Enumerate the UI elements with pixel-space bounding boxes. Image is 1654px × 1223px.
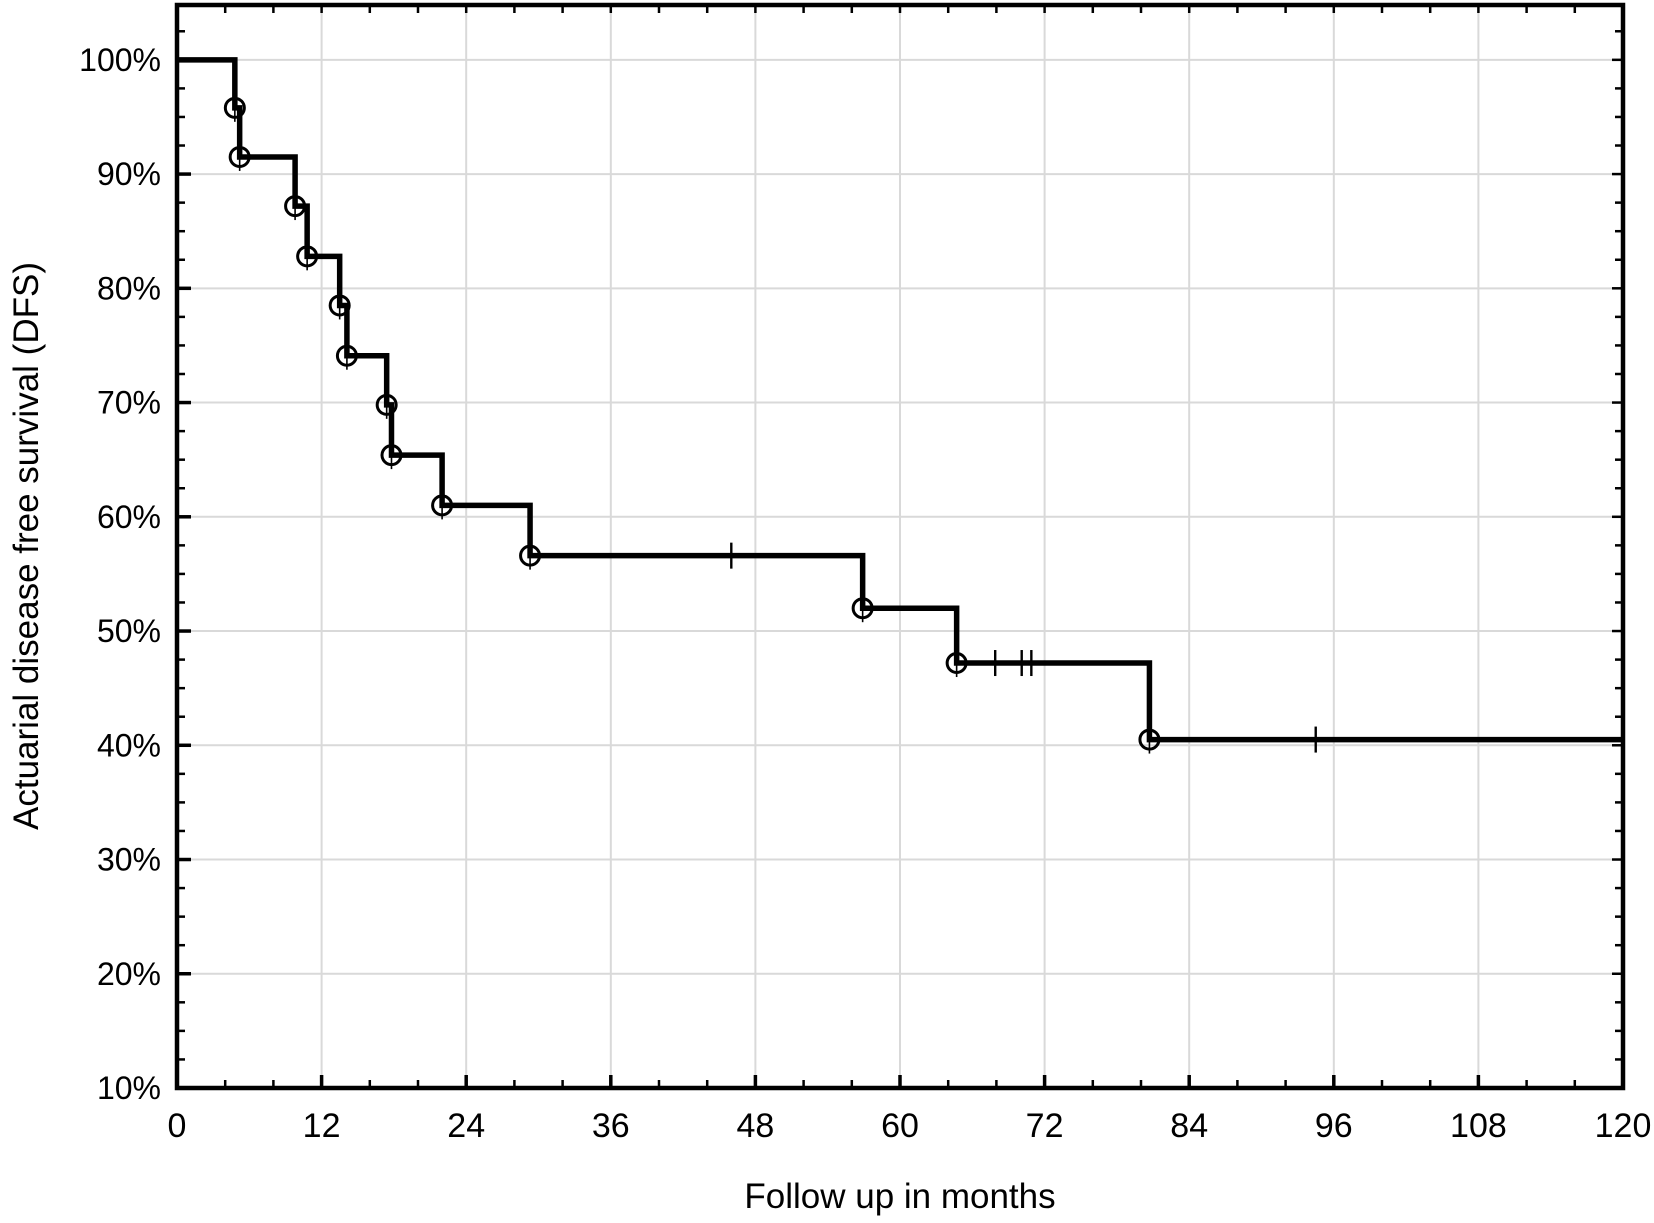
y-tick-label: 70% bbox=[97, 385, 161, 421]
y-tick-label: 100% bbox=[79, 42, 161, 78]
y-tick-label: 30% bbox=[97, 842, 161, 878]
x-tick-label: 120 bbox=[1595, 1107, 1652, 1145]
y-axis-title: Actuarial disease free survival (DFS) bbox=[7, 262, 47, 830]
x-tick-label: 12 bbox=[303, 1107, 341, 1145]
y-tick-label: 90% bbox=[97, 156, 161, 192]
chart-background bbox=[0, 0, 1654, 1223]
y-tick-label: 50% bbox=[97, 613, 161, 649]
y-tick-label: 40% bbox=[97, 727, 161, 763]
survival-curve-plot: 100% 90% 80% 70% 60% 50% 40% 30% 20% 10%0 12 24 36 48… bbox=[0, 0, 1654, 1223]
x-tick-label: 48 bbox=[736, 1107, 774, 1145]
y-tick-label: 60% bbox=[97, 499, 161, 535]
km-survival-figure: 100% 90% 80% 70% 60% 50% 40% 30% 20% 10%0 12 24 36 48… bbox=[0, 0, 1654, 1223]
x-tick-label: 72 bbox=[1026, 1107, 1064, 1145]
y-tick-label: 80% bbox=[97, 270, 161, 306]
x-tick-label: 0 bbox=[168, 1107, 187, 1145]
x-tick-label: 84 bbox=[1170, 1107, 1208, 1145]
x-tick-label: 24 bbox=[447, 1107, 485, 1145]
x-axis-title: Follow up in months bbox=[744, 1177, 1055, 1217]
x-tick-label: 60 bbox=[881, 1107, 919, 1145]
y-tick-label: 10% bbox=[97, 1070, 161, 1106]
x-tick-label: 36 bbox=[592, 1107, 630, 1145]
x-tick-label: 108 bbox=[1450, 1107, 1507, 1145]
x-tick-label: 96 bbox=[1315, 1107, 1353, 1145]
y-tick-label: 20% bbox=[97, 956, 161, 992]
